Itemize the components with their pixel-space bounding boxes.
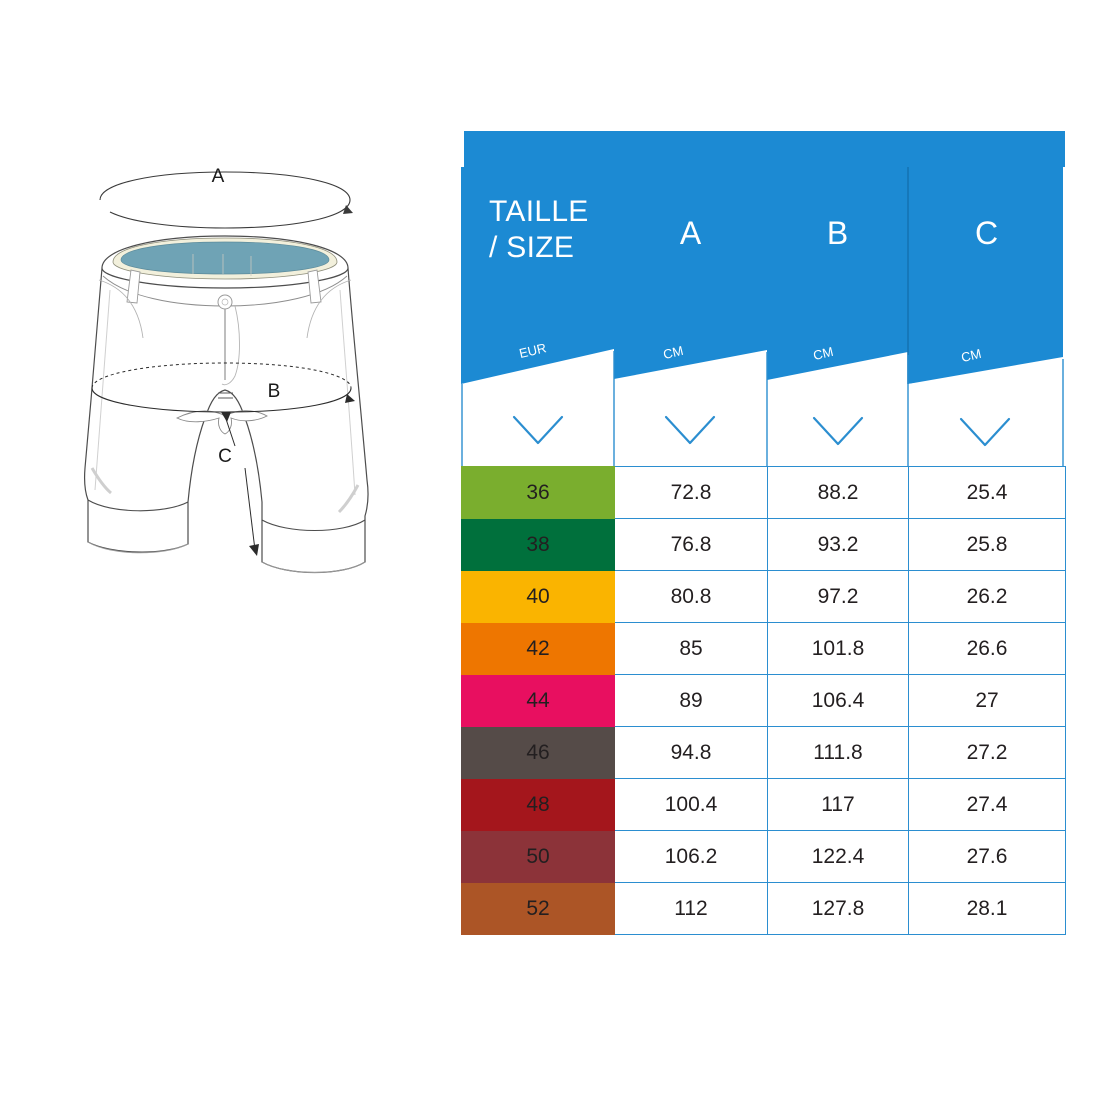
waist-button	[217, 294, 233, 310]
table-row: 48 100.4 117 27.4	[461, 778, 1066, 831]
measure-label-c: C	[218, 446, 232, 467]
measure-cell-a: 106.2	[614, 830, 768, 883]
measure-ellipse-a	[99, 171, 353, 229]
table-row: 50 106.2 122.4 27.6	[461, 830, 1066, 883]
measure-cell-c: 27.4	[908, 778, 1066, 831]
pocket-left	[98, 279, 144, 339]
unit-label-b: CM	[811, 343, 835, 363]
table-row: 40 80.8 97.2 26.2	[461, 570, 1066, 623]
table-row: 44 89 106.4 27	[461, 674, 1066, 727]
measure-cell-b: 106.4	[767, 674, 909, 727]
table-row: 46 94.8 111.8 27.2	[461, 726, 1066, 779]
hem-right	[261, 519, 366, 531]
size-swatch-cell: 50	[461, 830, 615, 883]
shorts-illustration: A B C	[55, 150, 395, 630]
fly-stitch	[221, 305, 240, 386]
column-header-c: C	[974, 215, 999, 251]
measure-cell-c: 25.4	[908, 466, 1066, 519]
measure-cell-a: 89	[614, 674, 768, 727]
fly-base-marks	[218, 392, 233, 399]
size-swatch-cell: 36	[461, 466, 615, 519]
size-swatch-cell: 46	[461, 726, 615, 779]
measure-cell-c: 27.6	[908, 830, 1066, 883]
measure-cell-a: 100.4	[614, 778, 768, 831]
measure-cell-c: 27	[908, 674, 1066, 727]
belt-loop-right	[307, 269, 322, 304]
measure-cell-b: 97.2	[767, 570, 909, 623]
measure-cell-c: 27.2	[908, 726, 1066, 779]
measure-arrow-c	[221, 412, 259, 556]
lining-seams	[192, 254, 252, 276]
measure-cell-b: 88.2	[767, 466, 909, 519]
hem-left	[87, 499, 189, 512]
measure-cell-a: 72.8	[614, 466, 768, 519]
measure-cell-a: 80.8	[614, 570, 768, 623]
measure-cell-c: 28.1	[908, 882, 1066, 935]
measure-cell-c: 26.2	[908, 570, 1066, 623]
size-swatch-cell: 44	[461, 674, 615, 727]
size-swatch-cell: 40	[461, 570, 615, 623]
measure-cell-a: 112	[614, 882, 768, 935]
unit-label-a: CM	[661, 342, 685, 362]
header-background	[461, 131, 1065, 466]
waistband-lining-teal	[120, 241, 330, 275]
measure-label-a: A	[212, 166, 225, 187]
table-row: 36 72.8 88.2 25.4	[461, 466, 1066, 519]
belt-loop-left	[126, 269, 141, 304]
measure-cell-b: 117	[767, 778, 909, 831]
column-header-b: B	[826, 215, 849, 251]
size-column-title: TAILLE / SIZE	[489, 195, 589, 264]
size-swatch-cell: 48	[461, 778, 615, 831]
measure-cell-b: 101.8	[767, 622, 909, 675]
measure-cell-b: 127.8	[767, 882, 909, 935]
size-chart-table: TAILLE / SIZE A B C EUR CM CM CM 36 72.8 8…	[461, 131, 1066, 935]
table-row: 38 76.8 93.2 25.8	[461, 518, 1066, 571]
unit-label-eur: EUR	[517, 340, 548, 361]
unit-label-c: CM	[959, 345, 983, 365]
chevron-down-icon-c	[959, 417, 1011, 447]
measure-cell-c: 26.6	[908, 622, 1066, 675]
size-swatch-cell: 52	[461, 882, 615, 935]
chevron-down-icon-eur	[512, 415, 564, 445]
measure-cell-c: 25.8	[908, 518, 1066, 571]
size-swatch-cell: 38	[461, 518, 615, 571]
measure-cell-a: 76.8	[614, 518, 768, 571]
size-swatch-cell: 42	[461, 622, 615, 675]
measure-label-b: B	[268, 381, 281, 402]
table-row: 42 85 101.8 26.6	[461, 622, 1066, 675]
size-chart-header: TAILLE / SIZE A B C EUR CM CM CM	[461, 131, 1065, 466]
measure-cell-b: 93.2	[767, 518, 909, 571]
measure-cell-a: 94.8	[614, 726, 768, 779]
shorts-body	[84, 267, 369, 574]
measure-cell-b: 122.4	[767, 830, 909, 883]
chevron-down-icon-b	[812, 416, 864, 446]
pocket-right	[306, 279, 352, 339]
measure-cell-b: 111.8	[767, 726, 909, 779]
chevron-down-icon-a	[664, 415, 716, 445]
column-header-a: A	[679, 215, 702, 251]
measure-cell-a: 85	[614, 622, 768, 675]
size-table: 36 72.8 88.2 25.4 38 76.8 93.2 25.8 40 80.8 97.2 26…	[461, 466, 1066, 935]
table-row: 52 112 127.8 28.1	[461, 882, 1066, 935]
